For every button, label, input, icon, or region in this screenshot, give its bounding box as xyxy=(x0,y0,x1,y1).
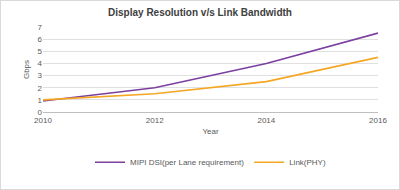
svg-text:Year: Year xyxy=(202,127,219,136)
svg-text:1: 1 xyxy=(38,96,43,105)
svg-text:2016: 2016 xyxy=(369,116,387,125)
svg-text:6: 6 xyxy=(38,35,43,44)
svg-text:2: 2 xyxy=(38,84,43,93)
svg-text:Gbps: Gbps xyxy=(22,60,31,79)
svg-text:2010: 2010 xyxy=(34,116,52,125)
svg-text:3: 3 xyxy=(38,71,43,80)
svg-text:4: 4 xyxy=(38,59,43,68)
svg-text:MIPI DSI(per Lane requirement): MIPI DSI(per Lane requirement) xyxy=(130,158,244,167)
svg-text:5: 5 xyxy=(38,47,43,56)
svg-text:2014: 2014 xyxy=(257,116,275,125)
svg-text:7: 7 xyxy=(38,23,43,32)
svg-text:2012: 2012 xyxy=(146,116,164,125)
svg-text:Display Resolution v/s Link Ba: Display Resolution v/s Link Bandwidth xyxy=(108,7,292,18)
svg-text:0: 0 xyxy=(38,108,43,117)
svg-text:Link(PHY): Link(PHY) xyxy=(289,158,326,167)
